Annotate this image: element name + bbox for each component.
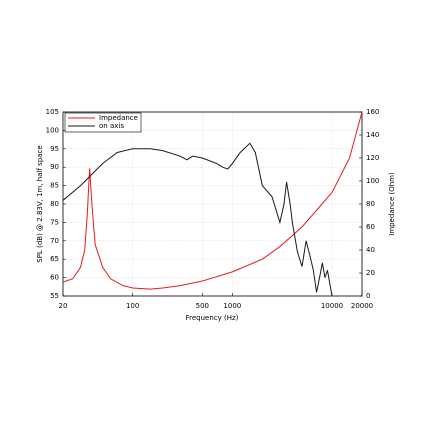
x-tick-label: 20000	[351, 302, 373, 310]
x-axis-label: Frequency (Hz)	[186, 314, 239, 322]
y-tick-label: 100	[46, 126, 59, 134]
data-line	[63, 142, 333, 296]
y-tick-label: 70	[50, 237, 59, 245]
y2-tick-label: 80	[366, 200, 375, 208]
y2-tick-label: 0	[366, 292, 370, 300]
y-tick-label: 75	[50, 218, 59, 226]
y-tick-label: 55	[50, 292, 59, 300]
y2-tick-label: 60	[366, 223, 375, 231]
y2-axis-label: Impedance (Ohm)	[388, 172, 396, 236]
y2-tick-label: 160	[366, 108, 379, 116]
x-tick-label: 20	[59, 302, 68, 310]
y-tick-label: 95	[50, 145, 59, 153]
y-tick-label: 80	[50, 200, 59, 208]
y-tick-label: 90	[50, 163, 59, 171]
y2-tick-label: 140	[366, 131, 379, 139]
plot-frame	[62, 111, 363, 297]
data-line	[63, 112, 362, 290]
y-tick-label: 65	[50, 255, 59, 263]
x-tick-label: 10000	[321, 302, 343, 310]
y-tick-label: 105	[46, 108, 59, 116]
y-axis-label: SPL (dB) @ 2.83V, 1m, half space	[36, 145, 44, 262]
y-tick-label: 60	[50, 274, 59, 282]
x-tick-label: 100	[126, 302, 139, 310]
legend-label: Impedance	[99, 114, 138, 122]
y2-tick-label: 100	[366, 177, 379, 185]
x-tick-label: 1000	[223, 302, 241, 310]
legend-label: on axis	[99, 122, 124, 130]
y2-tick-label: 120	[366, 154, 379, 162]
y-tick-label: 85	[50, 182, 59, 190]
x-tick-label: 500	[196, 302, 209, 310]
y2-tick-label: 20	[366, 269, 375, 277]
y2-tick-label: 40	[366, 246, 375, 254]
